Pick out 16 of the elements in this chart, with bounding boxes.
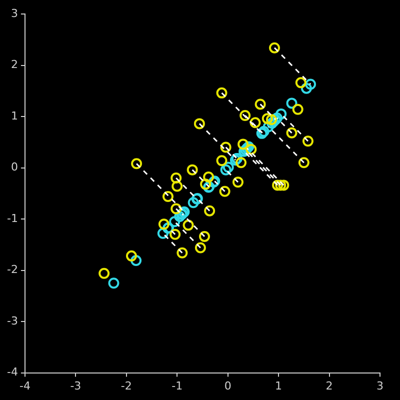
x-tick-label: -3	[70, 379, 82, 392]
x-tick-label: -1	[172, 379, 183, 392]
y-tick-label: -2	[7, 263, 18, 276]
x-tick-label: 2	[326, 379, 333, 392]
x-tick-label: -4	[19, 379, 30, 392]
x-tick-label: 0	[224, 379, 232, 392]
y-tick-label: 2	[10, 58, 18, 72]
y-tick-label: -4	[7, 366, 18, 379]
y-tick-label: 0	[10, 160, 18, 174]
y-tick-label: -3	[7, 314, 18, 328]
y-tick-label: -1	[7, 212, 18, 225]
x-tick-label: 1	[275, 379, 282, 392]
y-tick-label: 1	[10, 109, 18, 122]
x-tick-label: -2	[120, 379, 132, 392]
y-tick-label: 3	[10, 6, 18, 20]
x-tick-label: 3	[376, 379, 384, 392]
